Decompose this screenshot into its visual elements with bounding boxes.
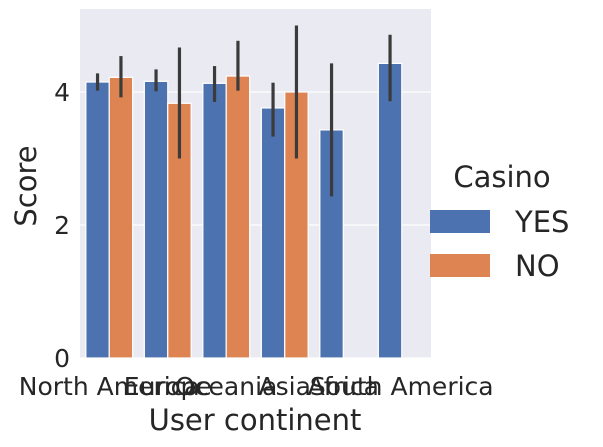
x-tick-label-2: Oceania: [175, 372, 277, 401]
bar-no-0: [108, 76, 134, 359]
y-tick-label-0: 0: [54, 344, 70, 373]
error-bars: [95, 25, 392, 197]
plot-background: [80, 9, 431, 358]
bar-yes-1: [143, 80, 169, 359]
y-tick-labels: 0 2 4: [54, 78, 70, 373]
bar-yes-3: [260, 107, 286, 359]
legend-label-no: NO: [515, 249, 560, 283]
y-tick-label-4: 4: [54, 78, 70, 107]
legend-title: Casino: [453, 160, 550, 194]
x-tick-label-5: South America: [310, 372, 494, 401]
bar-yes-5: [377, 62, 403, 359]
x-axis-label: User continent: [149, 403, 362, 437]
x-tick-label-0: North America: [19, 372, 200, 401]
gridlines: [80, 91, 431, 359]
bar-yes-0: [85, 81, 110, 359]
legend-label-yes: YES: [514, 205, 569, 239]
bar-yes-2: [202, 82, 227, 359]
x-tick-label-3: Asia: [259, 372, 311, 401]
x-tick-label-1: Europe: [124, 372, 212, 401]
legend: Casino YES NO: [430, 160, 569, 283]
legend-swatch-yes: [430, 210, 490, 233]
x-tick-label-4: Africa: [308, 372, 379, 401]
bar-no-2: [225, 75, 251, 359]
bars: [85, 62, 403, 359]
y-tick-label-2: 2: [54, 211, 70, 240]
y-axis-label: Score: [9, 145, 43, 226]
legend-swatch-no: [430, 254, 490, 277]
x-tick-labels: North AmericaEuropeOceaniaAsiaAfricaSout…: [19, 372, 494, 401]
